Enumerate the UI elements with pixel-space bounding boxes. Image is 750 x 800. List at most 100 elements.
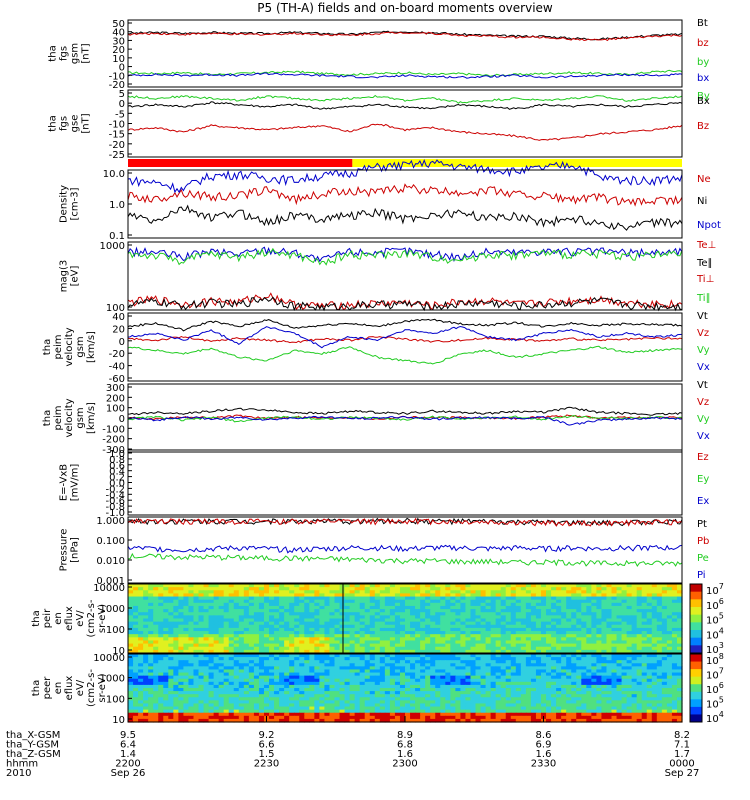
spectrogram-cell bbox=[535, 712, 542, 717]
spectrogram-cell bbox=[364, 590, 371, 595]
spectrogram-cell bbox=[505, 637, 512, 642]
spectrogram-cell bbox=[641, 590, 648, 595]
spectrogram-cell bbox=[455, 590, 461, 595]
spectrogram-cell bbox=[394, 612, 401, 616]
spectrogram-cell bbox=[510, 637, 517, 642]
spectrogram-cell bbox=[304, 688, 310, 692]
spectrogram-cell bbox=[168, 697, 174, 701]
spectrogram-cell bbox=[394, 706, 401, 711]
spectrogram-cell bbox=[233, 663, 240, 667]
spectrogram-cell bbox=[163, 612, 169, 616]
spectrogram-cell bbox=[425, 584, 431, 588]
spectrogram-cell bbox=[198, 678, 205, 683]
spectrogram-cell bbox=[611, 596, 618, 601]
spectrogram-cell bbox=[233, 618, 240, 623]
spectrogram-cell bbox=[636, 666, 643, 671]
spectrogram-cell bbox=[676, 605, 683, 610]
spectrogram-cell bbox=[495, 646, 502, 651]
spectrogram-cell bbox=[540, 649, 547, 654]
spectrogram-cell bbox=[379, 663, 386, 667]
spectrogram-cell bbox=[465, 660, 472, 664]
spectrogram-cell bbox=[223, 672, 230, 677]
spectrogram-cell bbox=[671, 678, 678, 683]
spectrogram-cell bbox=[138, 631, 144, 635]
spectrogram-cell bbox=[530, 694, 537, 698]
spectrogram-cell bbox=[243, 654, 250, 658]
spectrogram-cell bbox=[269, 618, 275, 623]
spectrogram-cell bbox=[626, 666, 633, 671]
spectrogram-cell bbox=[284, 640, 290, 645]
spectrogram-cell bbox=[208, 663, 215, 667]
spectrogram-cell bbox=[354, 672, 361, 677]
spectrogram-cell bbox=[344, 643, 351, 648]
spectrogram-cell bbox=[596, 666, 603, 671]
spectrogram-cell bbox=[319, 684, 326, 689]
spectrogram-cell bbox=[304, 590, 310, 595]
spectrogram-cell bbox=[525, 712, 532, 717]
spectrogram-cell bbox=[586, 715, 592, 720]
spectrogram-cell bbox=[606, 681, 613, 686]
spectrogram-cell bbox=[238, 643, 245, 648]
spectrogram-cell bbox=[258, 660, 265, 664]
spectrogram-cell bbox=[510, 697, 517, 701]
spectrogram-cell bbox=[410, 669, 416, 674]
spectrogram-cell bbox=[299, 666, 305, 671]
spectrogram-cell bbox=[500, 703, 507, 708]
spectrogram-cell bbox=[274, 646, 280, 651]
spectrogram-cell bbox=[289, 688, 295, 692]
spectrogram-cell bbox=[540, 643, 547, 648]
spectrogram-cell bbox=[128, 691, 134, 695]
spectrogram-cell bbox=[591, 697, 597, 701]
spectrogram-cell bbox=[500, 599, 507, 604]
spectrogram-cell bbox=[505, 615, 512, 620]
spectrogram-cell bbox=[253, 609, 260, 613]
spectrogram-cell bbox=[490, 694, 497, 698]
spectrogram-cell bbox=[304, 612, 310, 616]
spectrogram-cell bbox=[611, 691, 618, 695]
spectrogram-cell bbox=[566, 681, 572, 686]
spectrogram-cell bbox=[540, 596, 547, 601]
spectrogram-cell bbox=[294, 631, 300, 635]
spectrogram-cell bbox=[450, 691, 456, 695]
spectrogram-cell bbox=[364, 703, 371, 708]
spectrogram-cell bbox=[128, 672, 134, 677]
spectrogram-cell bbox=[596, 657, 603, 661]
spectrogram-cell bbox=[465, 703, 472, 708]
spectrogram-cell bbox=[676, 615, 683, 620]
spectrogram-cell bbox=[274, 618, 280, 623]
spectrogram-cell bbox=[203, 590, 210, 595]
spectrogram-cell bbox=[405, 624, 411, 629]
spectrogram-cell bbox=[359, 593, 366, 598]
spectrogram-cell bbox=[651, 654, 658, 658]
spectrogram-cell bbox=[128, 637, 134, 642]
spectrogram-cell bbox=[263, 663, 270, 667]
spectrogram-cell bbox=[586, 660, 592, 664]
spectrogram-cell bbox=[349, 678, 356, 683]
spectrogram-cell bbox=[505, 584, 512, 588]
colorbar-tick: 104 bbox=[706, 626, 724, 641]
spectrogram-cell bbox=[415, 631, 421, 635]
spectrogram-cell bbox=[173, 640, 179, 645]
spectrogram-cell bbox=[671, 700, 678, 705]
spectrogram-cell bbox=[405, 669, 411, 674]
spectrogram-cell bbox=[656, 684, 663, 689]
spectrogram-cell bbox=[475, 657, 482, 661]
spectrogram-cell bbox=[485, 657, 492, 661]
y-tick-label: 0.4 bbox=[109, 467, 125, 478]
spectrogram-cell bbox=[238, 593, 245, 598]
spectrogram-cell bbox=[606, 675, 613, 680]
spectrogram-cell bbox=[546, 657, 552, 661]
spectrogram-cell bbox=[641, 706, 648, 711]
spectrogram-cell bbox=[208, 599, 215, 604]
spectrogram-cell bbox=[450, 663, 456, 667]
spectrogram-cell bbox=[334, 587, 341, 591]
spectrogram-cell bbox=[173, 700, 179, 705]
spectrogram-cell bbox=[334, 669, 341, 674]
y-tick-label: 300 bbox=[106, 383, 125, 394]
spectrogram-cell bbox=[540, 605, 547, 610]
spectrogram-cell bbox=[208, 669, 215, 674]
spectrogram-cell bbox=[294, 602, 300, 607]
spectrogram-cell bbox=[384, 669, 391, 674]
spectrogram-cell bbox=[636, 621, 643, 626]
spectrogram-cell bbox=[661, 596, 668, 601]
